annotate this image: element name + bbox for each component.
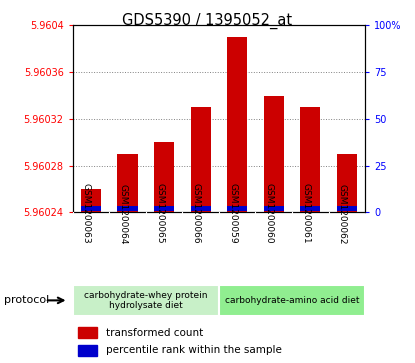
Bar — [73, 285, 219, 316]
Bar — [190, 107, 211, 212]
Bar — [227, 206, 247, 211]
Bar — [337, 206, 357, 211]
Text: percentile rank within the sample: percentile rank within the sample — [106, 345, 281, 355]
Text: GSM1200061: GSM1200061 — [301, 183, 310, 244]
Text: carbohydrate-whey protein
hydrolysate diet: carbohydrate-whey protein hydrolysate di… — [84, 291, 208, 310]
Text: protocol: protocol — [4, 295, 49, 305]
Bar — [337, 154, 357, 212]
Bar — [264, 95, 284, 212]
Text: GSM1200060: GSM1200060 — [265, 183, 274, 244]
Bar — [264, 206, 284, 211]
Bar — [227, 37, 247, 212]
Bar — [300, 107, 320, 212]
Bar — [117, 206, 137, 211]
Bar — [300, 206, 320, 211]
Text: GSM1200063: GSM1200063 — [82, 183, 91, 244]
Bar — [190, 206, 211, 211]
Bar — [154, 206, 174, 211]
Bar — [154, 142, 174, 212]
Text: carbohydrate-amino acid diet: carbohydrate-amino acid diet — [225, 296, 359, 305]
Bar — [81, 189, 101, 212]
Bar — [219, 285, 365, 316]
Text: GSM1200062: GSM1200062 — [338, 184, 347, 244]
Bar — [78, 327, 97, 338]
Text: GSM1200065: GSM1200065 — [155, 183, 164, 244]
Text: GSM1200066: GSM1200066 — [192, 183, 200, 244]
Bar — [78, 345, 97, 356]
Text: GSM1200064: GSM1200064 — [119, 184, 127, 244]
Bar — [117, 154, 137, 212]
Bar — [81, 206, 101, 211]
Text: GDS5390 / 1395052_at: GDS5390 / 1395052_at — [122, 13, 293, 29]
Text: transformed count: transformed count — [106, 328, 203, 338]
Text: GSM1200059: GSM1200059 — [228, 183, 237, 244]
